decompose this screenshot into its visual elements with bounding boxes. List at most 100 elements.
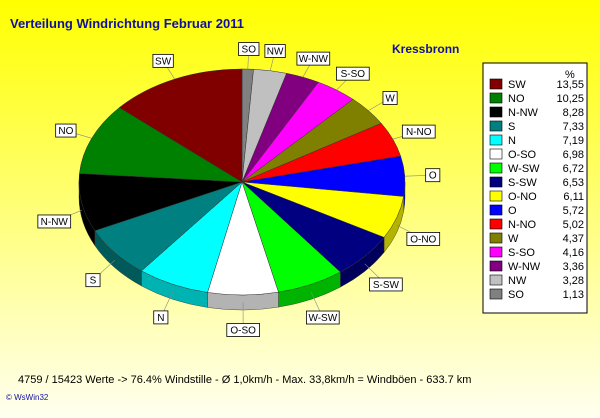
legend-item-sw: SW 13,55 — [489, 78, 584, 91]
legend-label: S-SW — [508, 177, 537, 189]
legend-label: O — [508, 205, 517, 217]
slice-no — [79, 107, 243, 183]
legend-box — [482, 62, 588, 314]
pie-label-w: W — [368, 91, 398, 111]
legend-value: 6,72 — [563, 163, 584, 175]
pie-label-s: S — [85, 259, 116, 288]
legend-value: 3,28 — [563, 275, 584, 287]
legend-item-s-sw: S-SW 6,53 — [489, 176, 584, 189]
pie-label-text: W-NW — [299, 54, 329, 65]
pie-label-no: NO — [55, 123, 92, 139]
pie-label-text: O — [429, 171, 437, 182]
pie-label-n: N — [153, 291, 173, 325]
legend-swatch — [489, 106, 503, 118]
legend-label: W-SW — [508, 163, 540, 175]
software-credit: © WsWin32 — [6, 393, 49, 402]
legend-swatch — [489, 78, 503, 90]
legend-item-so: SO 1,13 — [489, 288, 584, 301]
legend-value: 8,28 — [563, 107, 584, 119]
legend-item-o-no: O-NO 6,11 — [489, 190, 584, 203]
slice-sw — [118, 68, 243, 183]
legend: % SW 13,55 NO 10,25 N-NW 8,28 S 7,33 N 7,19 O-SO 6,… — [482, 62, 588, 314]
legend-value: 7,33 — [563, 121, 584, 133]
pie-label-w-sw: W-SW — [305, 291, 340, 325]
legend-label: N-NO — [508, 219, 537, 231]
legend-item-n: N 7,19 — [489, 134, 584, 147]
pie-label-n-nw: N-NW — [37, 210, 82, 229]
legend-item-w-sw: W-SW 6,72 — [489, 162, 584, 175]
legend-item-n-no: N-NO 5,02 — [489, 218, 584, 231]
legend-label: SW — [508, 79, 526, 91]
legend-swatch — [489, 92, 503, 104]
pie-label-text: SO — [242, 45, 257, 56]
pie-label-text: O-NO — [410, 234, 436, 245]
legend-label: O-SO — [508, 149, 537, 161]
pie-label-w-nw: W-NW — [296, 51, 331, 78]
pie-label-text: SW — [155, 56, 172, 67]
legend-item-w: W 4,37 — [489, 232, 584, 245]
legend-label: O-NO — [508, 191, 537, 203]
pie-label-sw: SW — [152, 53, 175, 80]
legend-swatch — [489, 232, 503, 244]
pie-label-o: O — [404, 168, 441, 183]
legend-item-n-nw: N-NW 8,28 — [489, 106, 584, 119]
pie-label-o-so: O-SO — [226, 302, 261, 337]
legend-label: W — [508, 233, 519, 245]
legend-value: 10,25 — [556, 93, 584, 105]
legend-item-o-so: O-SO 6,98 — [489, 148, 584, 161]
pie-label-text: NO — [58, 126, 73, 137]
legend-swatch — [489, 288, 503, 300]
legend-swatch — [489, 260, 503, 272]
legend-item-no: NO 10,25 — [489, 92, 584, 105]
legend-label: NW — [508, 275, 527, 287]
location-label: Kressbronn — [392, 42, 460, 56]
legend-swatch — [489, 246, 503, 258]
legend-label: S-SO — [508, 247, 535, 259]
legend-item-nw: NW 3,28 — [489, 274, 584, 287]
pie-label-text: N-NW — [41, 217, 69, 228]
legend-value: 6,53 — [563, 177, 584, 189]
legend-label: NO — [508, 93, 525, 105]
pie-label-text: W-SW — [308, 313, 337, 324]
legend-value: 6,11 — [563, 191, 584, 203]
legend-value: 7,19 — [563, 135, 584, 147]
legend-label: SO — [508, 289, 524, 301]
legend-swatch — [489, 176, 503, 188]
legend-value: 4,16 — [563, 247, 584, 259]
chart-title: Verteilung Windrichtung Februar 2011 — [10, 16, 244, 31]
legend-swatch — [489, 190, 503, 202]
pie-label-text: S-SO — [341, 69, 366, 80]
legend-value: 6,98 — [563, 149, 584, 161]
pie-label-s-sw: S-SW — [364, 263, 403, 292]
legend-value: 3,36 — [563, 261, 584, 273]
legend-label: N-NW — [508, 107, 539, 119]
pie-label-o-no: O-NO — [396, 224, 441, 246]
pie-label-s-so: S-SO — [336, 66, 370, 91]
pie-label-text: W — [385, 93, 395, 104]
legend-value: 13,55 — [556, 79, 584, 91]
legend-label: S — [508, 121, 515, 133]
legend-swatch — [489, 204, 503, 216]
legend-label: W-NW — [508, 261, 541, 273]
pie-label-so: SO — [238, 42, 260, 70]
pie-label-n-no: N-NO — [392, 124, 436, 140]
pie-label-text: N — [157, 313, 164, 324]
pie-label-text: S — [90, 276, 97, 287]
pie-label-text: S-SW — [373, 280, 400, 291]
legend-value: 5,72 — [563, 205, 584, 217]
pie-depth — [78, 181, 406, 311]
legend-value: 1,13 — [563, 289, 584, 301]
legend-item-w-nw: W-NW 3,36 — [489, 260, 584, 273]
legend-value: 5,02 — [563, 219, 584, 231]
statistics-line: 4759 / 15423 Werte -> 76.4% Windstille -… — [18, 374, 472, 386]
legend-header: % — [565, 69, 575, 81]
pie-label-nw: NW — [264, 44, 286, 71]
legend-swatch — [489, 218, 503, 230]
pie-slices — [78, 68, 406, 296]
legend-swatch — [489, 120, 503, 132]
legend-value: 4,37 — [563, 233, 584, 245]
pie-labels: SO NW W-NW S-SO W N-NO O O-NO S-SW W-SW O-SO N S N-NW… — [37, 42, 441, 337]
legend-swatch — [489, 148, 503, 160]
